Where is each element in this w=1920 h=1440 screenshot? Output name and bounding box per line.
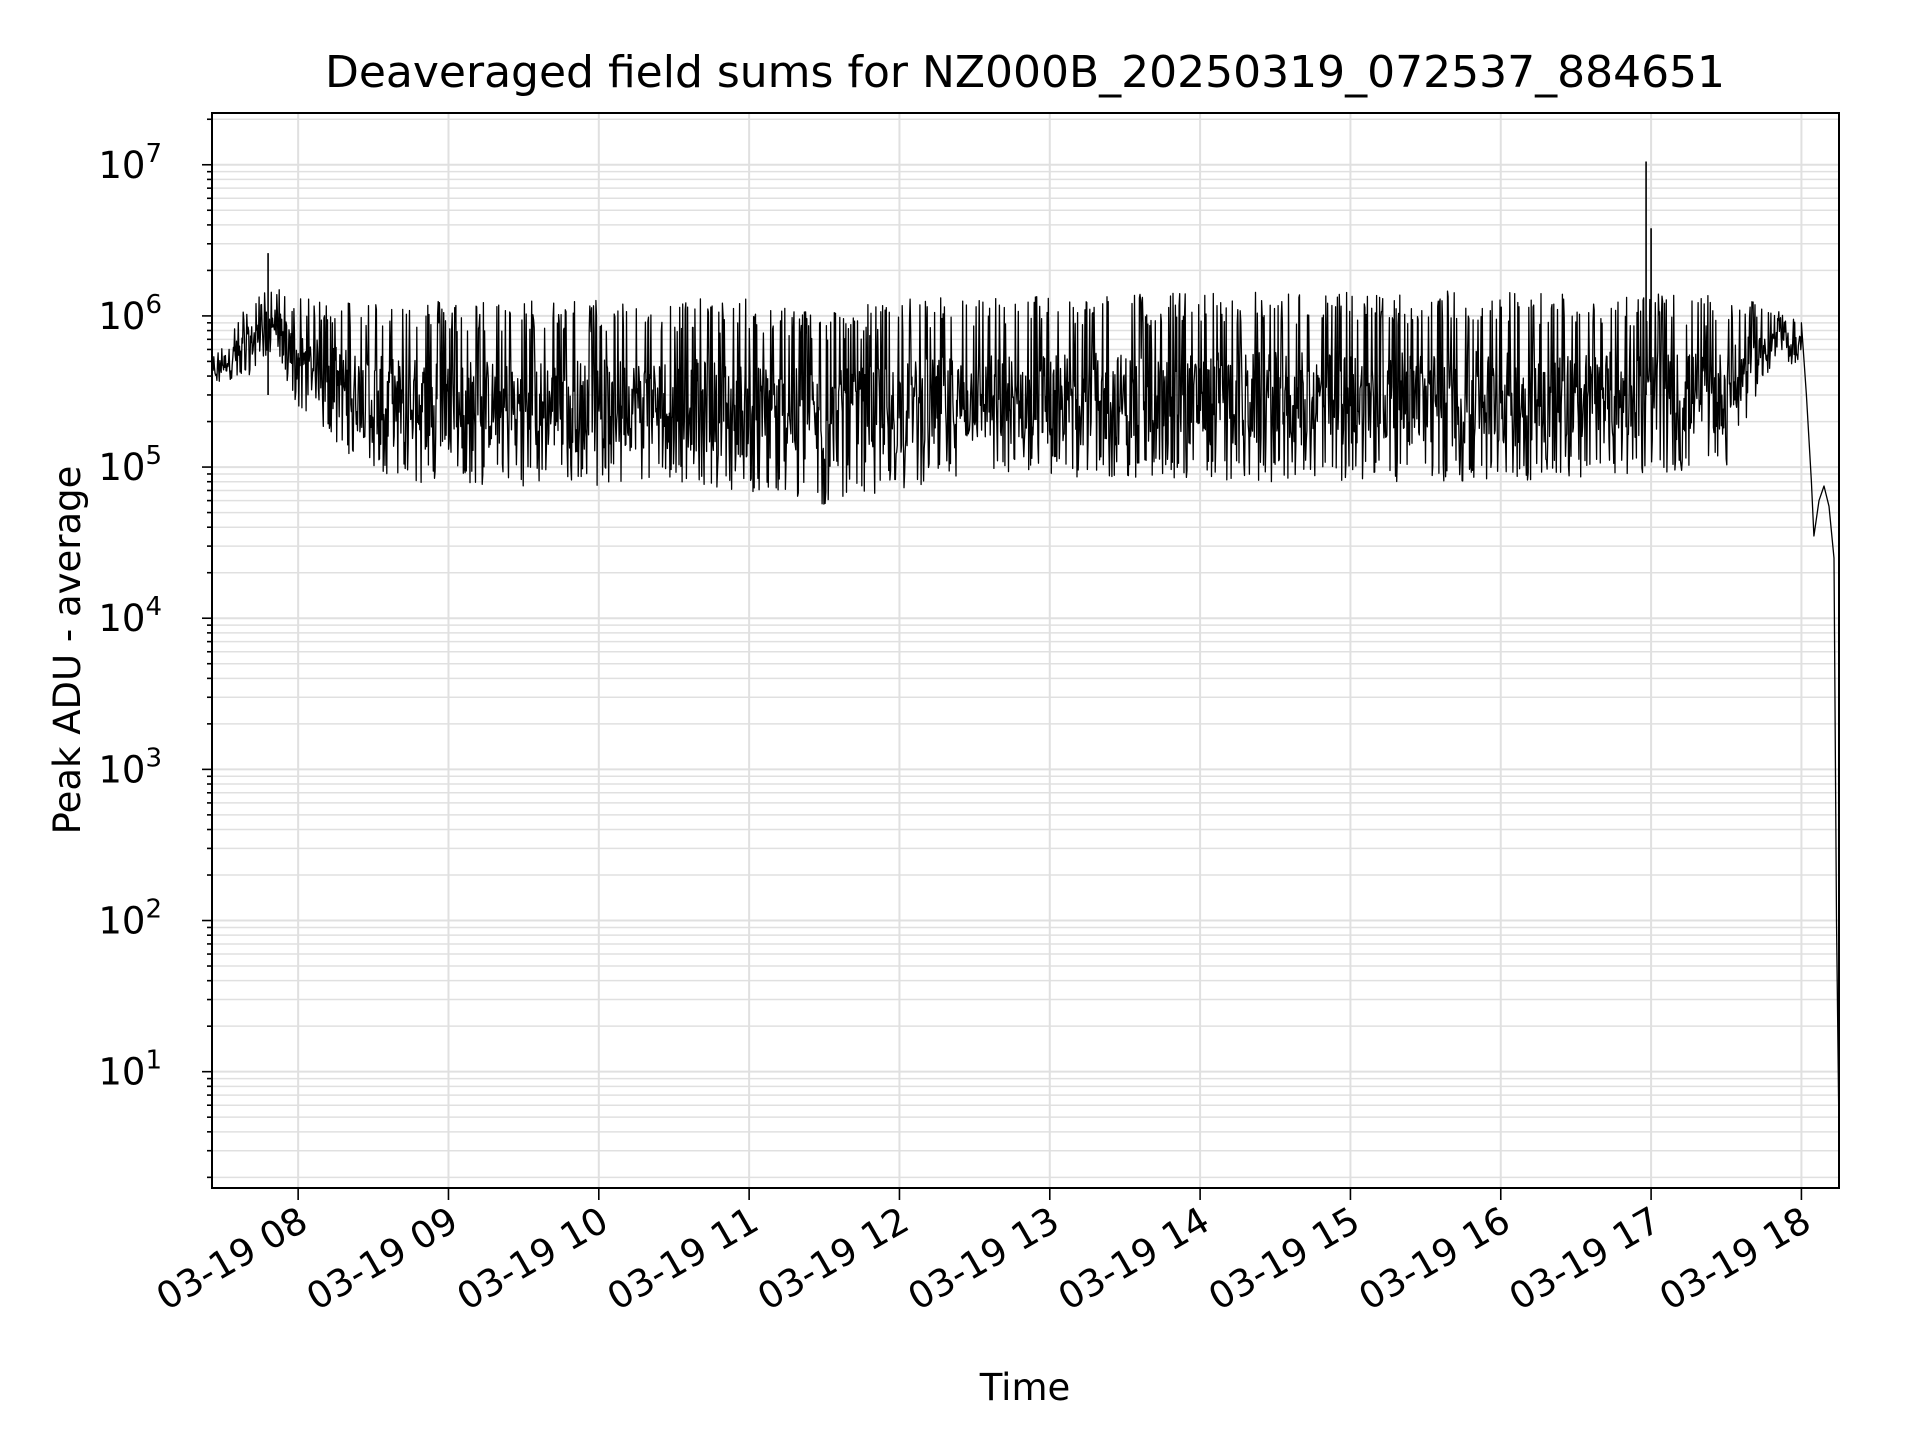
y-axis: 101 102 103 104 105 106 107 (98, 118, 212, 1179)
series-line (211, 289, 1840, 1136)
y-tick-label: 104 (98, 592, 162, 640)
y-tick-label: 101 (98, 1046, 162, 1094)
x-axis-label: Time (979, 1366, 1071, 1409)
grid (212, 113, 1839, 1188)
y-tick-label: 103 (98, 743, 162, 791)
y-tick-label: 107 (98, 139, 162, 187)
y-tick-label: 102 (98, 895, 162, 943)
plot-frame (211, 112, 1840, 1189)
chart-title: Deaveraged field sums for NZ000B_2025031… (325, 47, 1725, 98)
y-tick-label: 106 (98, 290, 162, 338)
data-series (211, 161, 1840, 1136)
y-axis-label: Peak ADU - average (46, 466, 89, 835)
y-tick-label: 105 (98, 441, 162, 489)
